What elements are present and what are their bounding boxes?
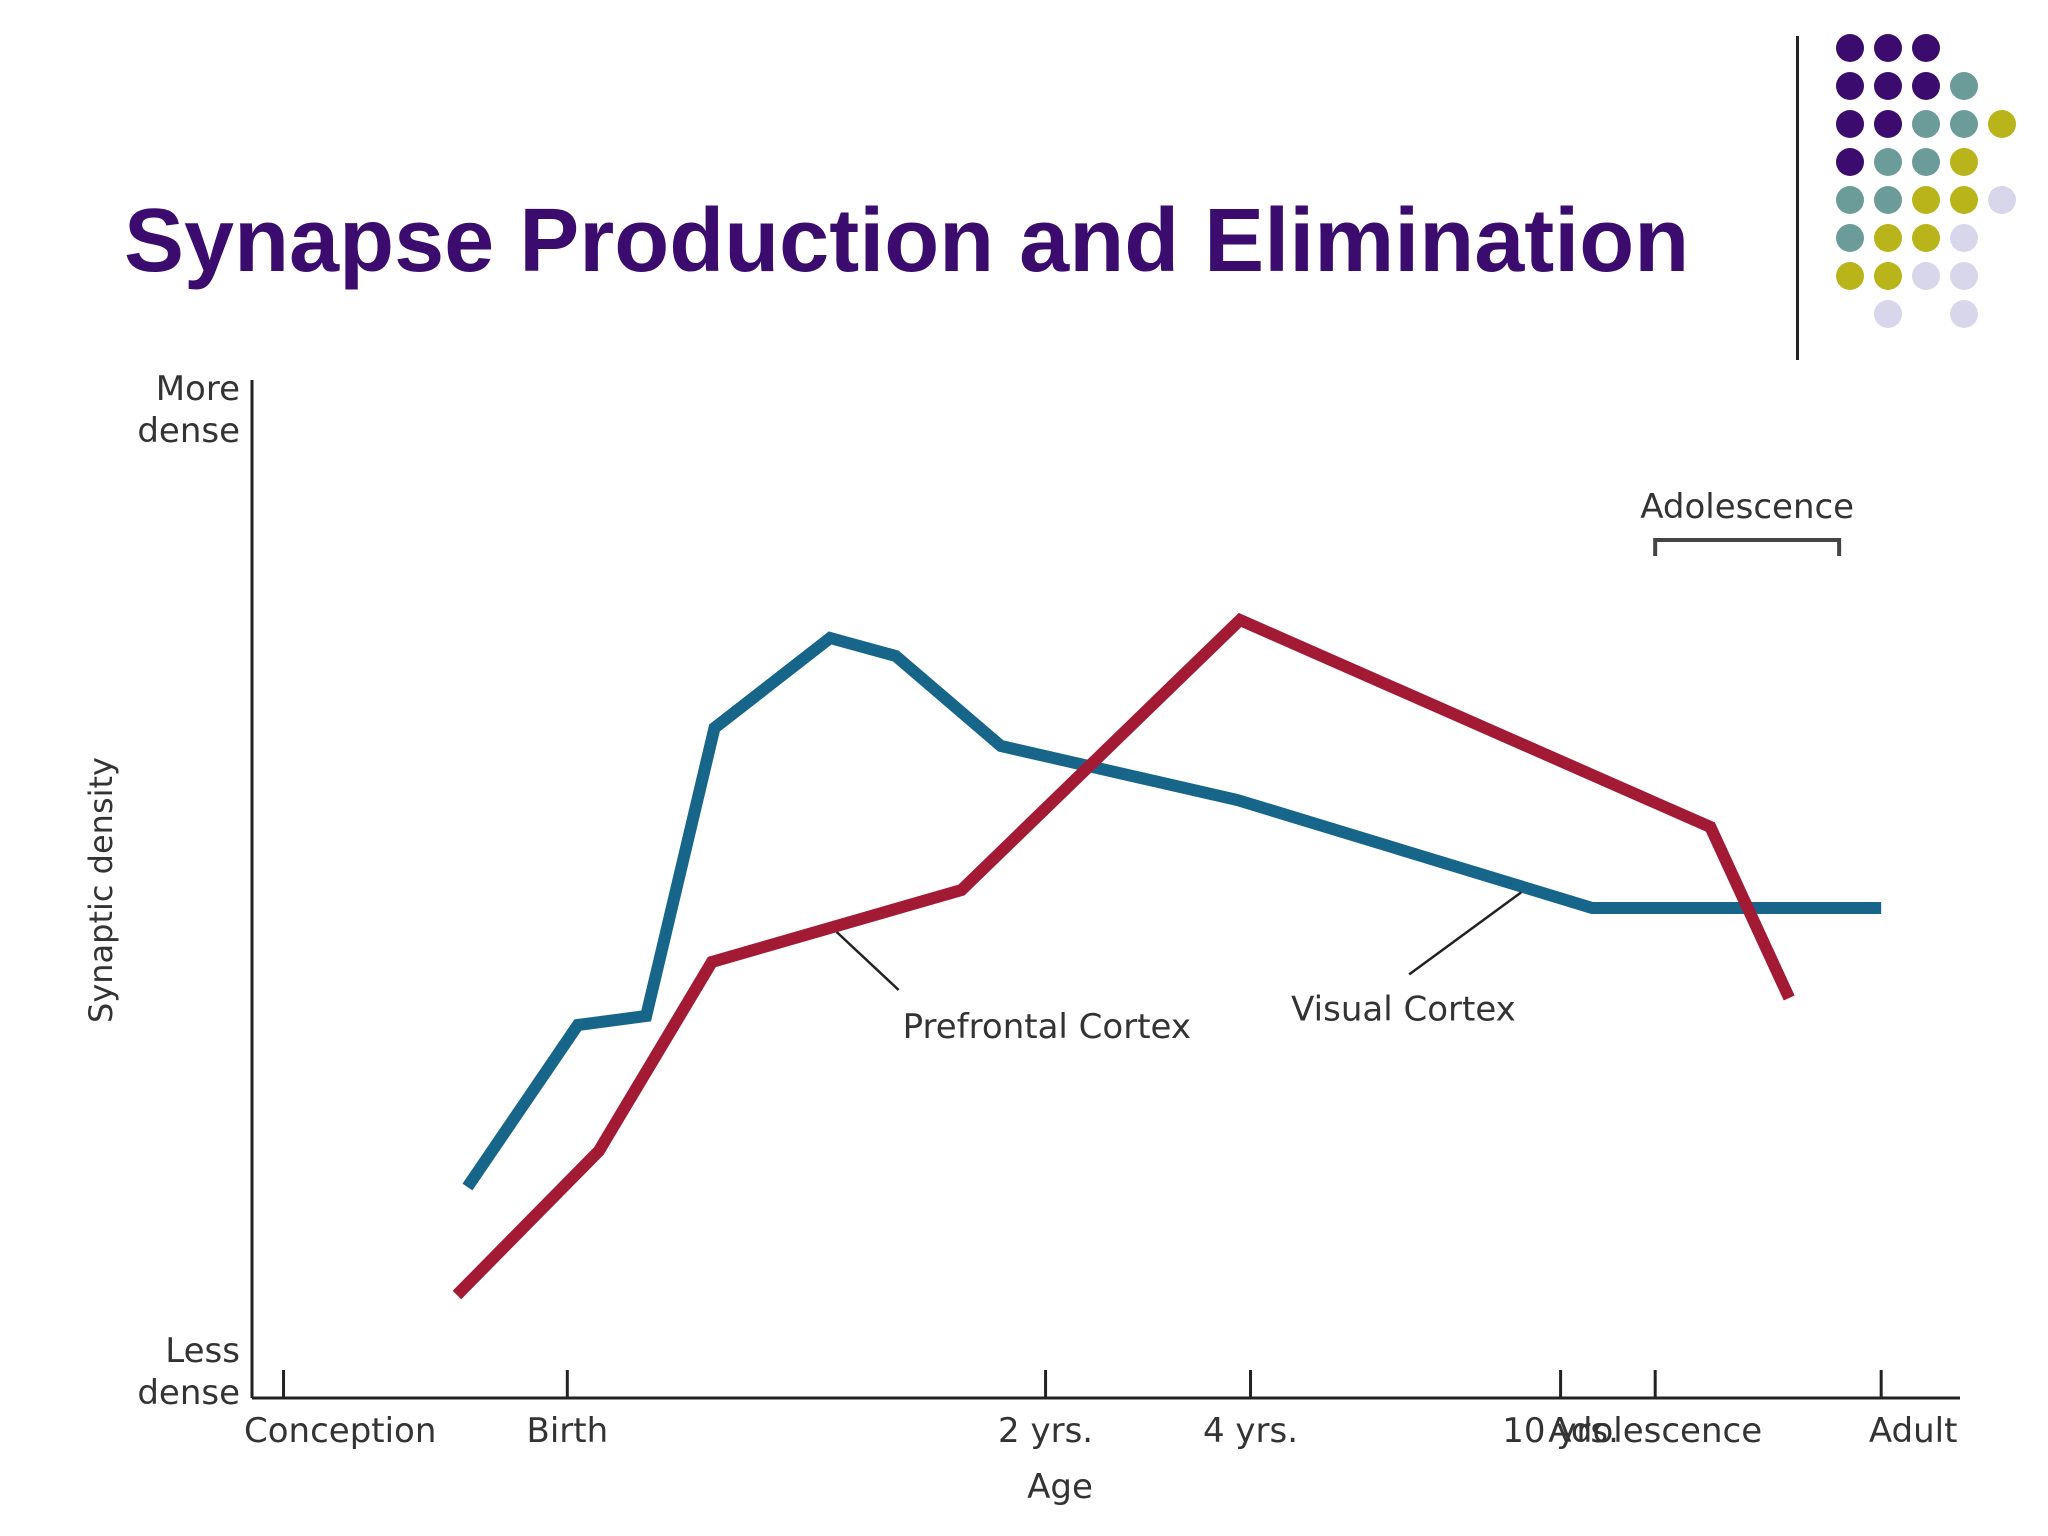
y-bottom-label-line2: dense — [137, 1373, 240, 1413]
adolescence-bracket-label: Adolescence — [1640, 487, 1854, 527]
x-tick-labels: Conception Birth 2 yrs. 4 yrs. 10 yrs.Adoles… — [244, 1411, 1957, 1451]
prefrontal-cortex-label: Prefrontal Cortex — [903, 1007, 1191, 1047]
y-top-label-line2: dense — [137, 411, 240, 451]
series-lines — [452, 612, 1882, 1300]
chart-axes — [250, 380, 1960, 1400]
prefrontal-cortex-line — [452, 612, 1795, 1300]
slide-title: Synapse Production and Elimination — [124, 191, 1690, 291]
visual-cortex-leader-line — [1408, 891, 1522, 976]
x-tick-label: Conception — [244, 1411, 436, 1451]
x-tick-label: 2 yrs. — [998, 1411, 1093, 1451]
y-axis-title: Synaptic density — [82, 757, 120, 1023]
y-top-label-line1: More — [156, 369, 240, 409]
x-ticks — [282, 1370, 1883, 1398]
title-divider — [1796, 36, 1799, 360]
prefrontal-cortex-leader-line — [835, 931, 900, 991]
adolescence-bracket — [1653, 538, 1842, 556]
visual-cortex-line — [462, 631, 1882, 1191]
visual-cortex-label: Visual Cortex — [1291, 989, 1516, 1029]
x-axis-title: Age — [1027, 1467, 1093, 1507]
y-bottom-label-line1: Less — [165, 1331, 240, 1371]
x-tick-label: Adolescence — [1548, 1411, 1762, 1451]
x-tick-label: 10 yrs. — [1502, 1411, 1619, 1451]
x-tick-label: Adult — [1869, 1411, 1958, 1451]
chart-annotations: Prefrontal Cortex Visual Cortex Adolesce… — [835, 487, 1854, 1047]
x-tick-label: Birth — [527, 1411, 609, 1451]
x-tick-label: 4 yrs. — [1203, 1411, 1298, 1451]
